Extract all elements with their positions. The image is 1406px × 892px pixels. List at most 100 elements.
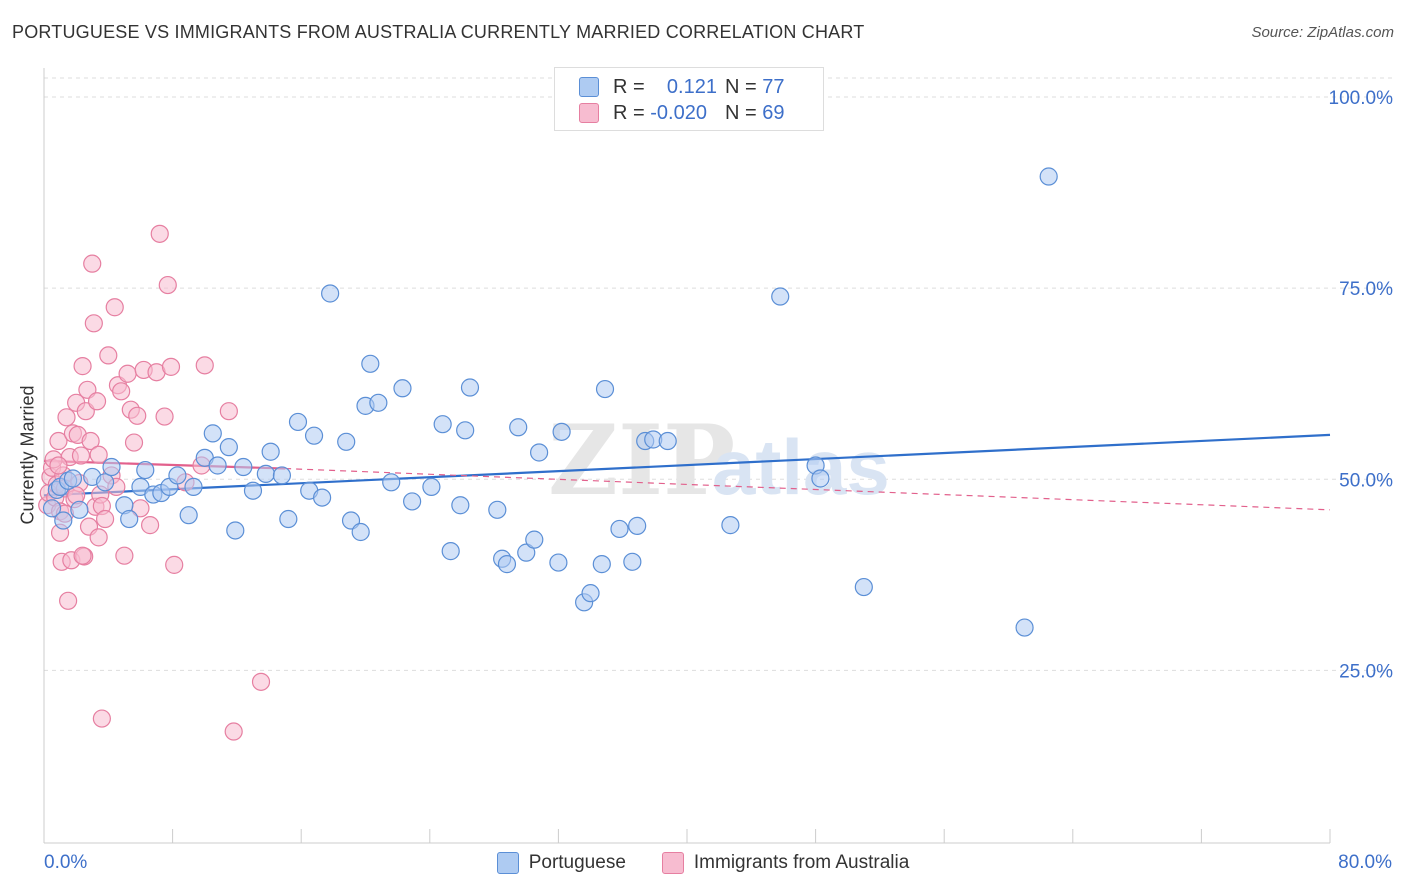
point-portuguese bbox=[361, 354, 380, 373]
point-portuguese bbox=[42, 499, 62, 518]
point-portuguese bbox=[393, 379, 412, 398]
point-portuguese bbox=[95, 473, 115, 492]
y-tick-labels: 25.0% 50.0% 75.0% 100.0% bbox=[1329, 88, 1394, 682]
point-portuguese bbox=[497, 555, 517, 574]
point-portuguese bbox=[208, 456, 227, 475]
point-australia bbox=[83, 254, 102, 273]
point-portuguese bbox=[581, 584, 600, 603]
legend-r-label: R = bbox=[613, 101, 645, 124]
point-portuguese bbox=[460, 378, 480, 397]
point-australia bbox=[112, 382, 131, 401]
point-portuguese bbox=[382, 473, 401, 492]
point-portuguese bbox=[658, 431, 677, 451]
point-portuguese bbox=[179, 506, 198, 525]
point-portuguese bbox=[854, 577, 873, 597]
point-australia bbox=[99, 346, 118, 365]
y-tick-label: 25.0% bbox=[1339, 661, 1393, 682]
point-australia bbox=[84, 314, 103, 333]
point-portuguese bbox=[272, 466, 292, 485]
x-tick-label-min: 0.0% bbox=[44, 852, 88, 873]
legend-swatch-pink bbox=[579, 103, 599, 123]
point-australia bbox=[92, 709, 111, 728]
point-australia bbox=[140, 516, 160, 535]
point-portuguese bbox=[623, 552, 642, 571]
point-portuguese bbox=[219, 438, 238, 457]
y-tick-label: 50.0% bbox=[1339, 470, 1393, 491]
point-australia bbox=[195, 356, 214, 375]
point-portuguese bbox=[488, 500, 507, 519]
watermark: ZIP atlas bbox=[548, 404, 890, 517]
point-portuguese bbox=[63, 469, 83, 488]
point-portuguese bbox=[243, 481, 263, 500]
point-portuguese bbox=[168, 466, 187, 485]
point-portuguese bbox=[184, 477, 203, 496]
chart-title: PORTUGUESE VS IMMIGRANTS FROM AUSTRALIA … bbox=[12, 22, 865, 42]
point-australia bbox=[81, 431, 100, 451]
axes bbox=[43, 68, 1331, 844]
point-portuguese bbox=[517, 543, 536, 562]
legend: R = 0.121 N = 77 R = -0.020 N = 69 bbox=[554, 67, 824, 131]
point-australia bbox=[87, 392, 107, 411]
point-portuguese bbox=[203, 424, 222, 443]
point-portuguese bbox=[811, 469, 830, 488]
y-tick-label: 75.0% bbox=[1339, 279, 1393, 300]
point-australia bbox=[118, 364, 137, 383]
point-portuguese bbox=[337, 432, 356, 451]
point-portuguese bbox=[234, 457, 253, 477]
legend-r-value: 0.121 bbox=[666, 75, 717, 98]
x-tick-label-max: 80.0% bbox=[1338, 852, 1392, 873]
point-australia bbox=[115, 546, 134, 565]
bottom-legend-australia[interactable]: Immigrants from Australia bbox=[661, 852, 909, 874]
point-australia bbox=[161, 357, 181, 376]
point-portuguese bbox=[509, 418, 528, 437]
data-points bbox=[38, 167, 1058, 741]
point-portuguese bbox=[304, 426, 324, 445]
legend-n-value: 77 bbox=[762, 75, 785, 98]
point-portuguese bbox=[369, 393, 388, 412]
point-portuguese bbox=[530, 443, 549, 462]
point-portuguese bbox=[351, 522, 370, 542]
y-tick-label: 100.0% bbox=[1329, 88, 1394, 109]
point-portuguese bbox=[595, 379, 615, 399]
point-australia bbox=[128, 406, 147, 425]
point-portuguese bbox=[321, 284, 340, 303]
legend-row-portuguese: R = 0.121 N = 77 bbox=[579, 75, 785, 99]
source-label: Source: ZipAtlas.com bbox=[1251, 24, 1394, 41]
point-portuguese bbox=[288, 412, 308, 432]
point-portuguese bbox=[403, 492, 422, 511]
point-portuguese bbox=[456, 421, 475, 440]
watermark-zip: ZIP bbox=[548, 404, 735, 517]
point-australia bbox=[95, 509, 115, 529]
point-australia bbox=[89, 528, 108, 547]
point-australia bbox=[150, 224, 169, 243]
grid-lines bbox=[44, 77, 1392, 671]
legend-n-label: N = bbox=[725, 75, 757, 98]
point-portuguese bbox=[279, 509, 298, 529]
legend-row-australia: R = -0.020 N = 69 bbox=[579, 101, 785, 125]
point-portuguese bbox=[592, 555, 611, 574]
point-portuguese bbox=[136, 460, 155, 480]
bottom-legend-swatch-pink bbox=[661, 852, 684, 874]
watermark-atlas: atlas bbox=[712, 423, 890, 511]
point-portuguese bbox=[312, 488, 332, 507]
point-australia bbox=[89, 445, 108, 464]
legend-n-value: 69 bbox=[762, 101, 785, 124]
point-portuguese bbox=[256, 464, 275, 483]
point-portuguese bbox=[549, 553, 568, 572]
point-australia bbox=[251, 672, 271, 691]
legend-r-label: R = bbox=[613, 75, 645, 98]
point-portuguese bbox=[451, 496, 470, 515]
point-portuguese bbox=[610, 519, 629, 539]
point-portuguese bbox=[102, 457, 121, 477]
point-australia bbox=[155, 407, 174, 426]
point-australia bbox=[73, 546, 92, 565]
point-portuguese bbox=[525, 530, 544, 549]
point-portuguese bbox=[422, 477, 441, 496]
bottom-legend-swatch-blue bbox=[496, 852, 519, 874]
point-portuguese bbox=[1039, 167, 1058, 186]
point-portuguese bbox=[552, 422, 571, 441]
bottom-legend-portuguese[interactable]: Portuguese bbox=[496, 852, 626, 874]
point-australia bbox=[224, 722, 243, 741]
point-portuguese bbox=[721, 516, 740, 535]
